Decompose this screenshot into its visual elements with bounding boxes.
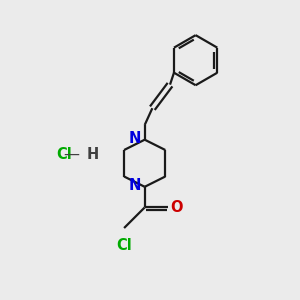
Text: —: —: [63, 147, 79, 162]
Text: Cl: Cl: [56, 147, 71, 162]
Text: N: N: [129, 131, 141, 146]
Text: Cl: Cl: [116, 238, 132, 253]
Text: N: N: [129, 178, 141, 193]
Text: H: H: [87, 147, 99, 162]
Text: O: O: [170, 200, 183, 215]
